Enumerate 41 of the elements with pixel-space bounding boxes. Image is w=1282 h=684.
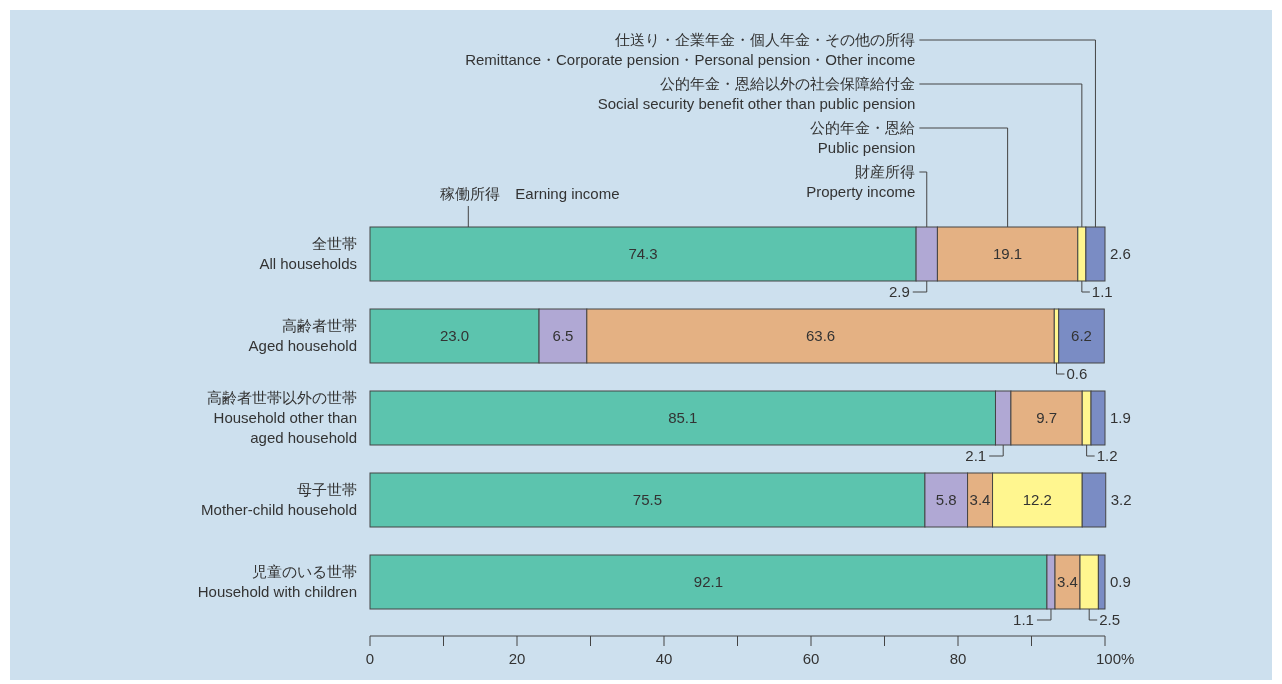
text: 仕送り・企業年金・個人年金・その他の所得 Remittance・Corporate pension・Personal pension・Other income (465, 31, 916, 68)
data-label: 12.2 (1022, 491, 1052, 508)
data-label: 0.9 (1110, 573, 1131, 590)
data-label: 74.3 (628, 245, 658, 262)
data-label: 2.1 (965, 447, 987, 464)
x-tick-label: 20 (508, 650, 526, 667)
data-label: 1.1 (1091, 283, 1113, 300)
text: 公的年金・恩給以外の社会保障給付金 Social security benefit other than public pension (597, 75, 916, 112)
series-label: 財産所得 Property income (806, 163, 916, 200)
data-label: 2.6 (1110, 245, 1131, 262)
data-label: 85.1 (668, 409, 698, 426)
data-label: 3.4 (969, 491, 991, 508)
text: 公的年金・恩給 Public pension (810, 119, 916, 156)
data-label: 92.1 (693, 573, 724, 590)
data-label: 1.1 (1013, 611, 1034, 628)
data-label: 9.7 (1036, 409, 1057, 426)
data-label: 6.2 (1071, 327, 1092, 344)
data-label: 6.5 (552, 327, 574, 344)
data-label: 0.6 (1066, 365, 1088, 382)
y-tick-label: 母子世帯 Mother-child household (201, 481, 357, 518)
x-tick-label: 40 (655, 650, 673, 667)
y-tick-label: 全世帯 All households (259, 235, 357, 272)
data-label: 3.4 (1057, 573, 1078, 590)
data-label: 63.6 (805, 327, 836, 344)
series-label: 稼働所得 Earning income (440, 185, 620, 202)
data-label: 75.5 (632, 491, 663, 508)
data-label: 2.9 (888, 283, 910, 300)
data-label: 1.9 (1110, 409, 1131, 426)
x-tick-label: 60 (802, 650, 820, 667)
data-label: 19.1 (993, 245, 1023, 262)
data-label: 3.2 (1110, 491, 1132, 508)
y-tick-label: 高齢者世帯以外の世帯 Household other than aged household (207, 389, 357, 446)
data-label: 2.5 (1099, 611, 1121, 628)
x-tick-label: 0 (365, 650, 375, 667)
y-tick-label: 高齢者世帯 Aged household (248, 317, 357, 354)
data-label: 23.0 (439, 327, 470, 344)
data-label: 1.2 (1096, 447, 1118, 464)
x-tick-label: 80 (949, 650, 967, 667)
data-label: 5.8 (935, 491, 957, 508)
x-tick-label: 100% (1096, 650, 1135, 667)
y-tick-label: 児童のいる世帯 Household with children (197, 563, 357, 600)
